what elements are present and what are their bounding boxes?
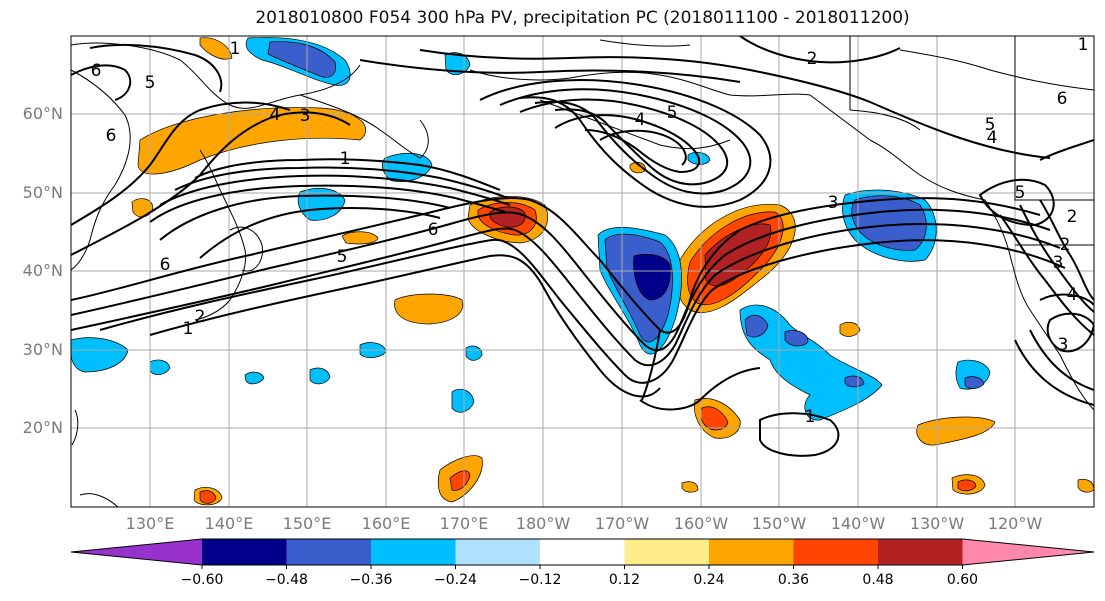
lon-label: 140°E bbox=[204, 514, 254, 533]
contour-label: 4 bbox=[987, 128, 998, 148]
lat-label: 30°N bbox=[22, 340, 63, 359]
precipitation-shading bbox=[71, 37, 1094, 506]
precip-shade-region bbox=[451, 388, 475, 413]
contour-label: 6 bbox=[428, 220, 439, 240]
contour-label: 6 bbox=[91, 61, 102, 81]
contour-labels: 1 2 3 4 5 6 1 2 3 4 5 6 1 2 3 4 5 6 1 2 … bbox=[91, 35, 1089, 427]
precip-shade-region bbox=[681, 481, 699, 493]
pv-contours bbox=[71, 36, 1094, 457]
lat-lon-grid bbox=[71, 36, 1094, 507]
precip-shade-region bbox=[964, 376, 985, 389]
lon-label: 150°W bbox=[751, 514, 807, 533]
contour-label: 1 bbox=[340, 149, 351, 169]
lon-label: 170°E bbox=[439, 514, 489, 533]
precip-shade-region bbox=[131, 198, 154, 218]
lon-label: 160°E bbox=[361, 514, 411, 533]
lon-label: 150°E bbox=[282, 514, 332, 533]
colorbar-segment bbox=[709, 539, 794, 565]
contour-label: 4 bbox=[635, 110, 646, 130]
colorbar-segment bbox=[202, 539, 287, 565]
lon-label: 180°W bbox=[515, 514, 571, 533]
lon-label: 130°W bbox=[909, 514, 965, 533]
lon-label: 120°W bbox=[987, 514, 1043, 533]
lon-label: 140°W bbox=[830, 514, 886, 533]
precip-shade-region bbox=[957, 479, 977, 492]
contour-label: 3 bbox=[1053, 253, 1064, 273]
colorbar-tick-label: 0.48 bbox=[862, 572, 894, 588]
contour-label: 2 bbox=[1067, 207, 1078, 227]
colorbar-segment bbox=[793, 539, 878, 565]
contour-label: 5 bbox=[145, 73, 156, 93]
map-title: 2018010800 F054 300 hPa PV, precipitatio… bbox=[255, 8, 910, 28]
precip-shade-region bbox=[744, 314, 769, 338]
lat-label: 50°N bbox=[22, 183, 63, 202]
precip-shade-region bbox=[489, 206, 526, 228]
colorbar-tick-label: −0.24 bbox=[434, 572, 477, 588]
contour-label: 6 bbox=[160, 255, 171, 275]
lon-label: 170°W bbox=[594, 514, 650, 533]
colorbar-tick-label: 0.60 bbox=[946, 572, 979, 588]
contour-label: 1 bbox=[805, 407, 816, 427]
precip-shade-region bbox=[244, 371, 265, 385]
precip-shade-region bbox=[199, 490, 217, 504]
lon-label: 160°W bbox=[673, 514, 729, 533]
precip-shade-region bbox=[149, 359, 171, 375]
precip-shade-region bbox=[465, 345, 483, 361]
colorbar-tick-label: −0.48 bbox=[265, 572, 308, 588]
precip-shade-region bbox=[341, 231, 379, 245]
colorbar-tick-label: 0.24 bbox=[693, 572, 725, 588]
colorbar-tick-label: −0.36 bbox=[349, 572, 393, 588]
lat-label: 60°N bbox=[22, 104, 63, 123]
colorbar-segment bbox=[878, 539, 963, 565]
precip-shade-region bbox=[739, 304, 883, 421]
precip-shade-region bbox=[916, 416, 996, 446]
precip-shade-region bbox=[839, 321, 861, 337]
colorbar-segment bbox=[371, 539, 456, 565]
contour-label: 5 bbox=[337, 247, 348, 267]
lon-label: 130°E bbox=[125, 514, 175, 533]
contour-label: 3 bbox=[828, 193, 839, 213]
colorbar-extend-high bbox=[962, 539, 1094, 565]
contour-label: 5 bbox=[1015, 183, 1026, 203]
contour-label: 5 bbox=[985, 115, 996, 135]
precip-shade-region bbox=[71, 337, 129, 373]
colorbar-segment bbox=[624, 539, 709, 565]
colorbar-tick-label: −0.12 bbox=[518, 572, 562, 588]
coastlines bbox=[71, 36, 1094, 507]
contour-label: 2 bbox=[195, 307, 206, 327]
contour-label: 4 bbox=[270, 105, 281, 125]
contour-label: 6 bbox=[1057, 89, 1068, 109]
contour-label: 3 bbox=[300, 106, 311, 126]
contour-label: 1 bbox=[230, 39, 241, 59]
colorbar-segment bbox=[455, 539, 540, 565]
precip-shade-region bbox=[309, 367, 331, 385]
lat-label: 40°N bbox=[22, 261, 63, 280]
contour-label: 2 bbox=[807, 49, 818, 69]
precip-shade-region bbox=[199, 37, 233, 60]
map-frame bbox=[70, 35, 1095, 508]
precip-shade-region bbox=[844, 375, 865, 388]
contour-label: 5 bbox=[667, 103, 678, 123]
contour-label: 2 bbox=[1060, 235, 1071, 255]
precip-shade-region bbox=[267, 41, 336, 78]
contour-label: 6 bbox=[106, 126, 117, 146]
precip-shade-region bbox=[784, 330, 809, 347]
colorbar-tick-label: −0.60 bbox=[180, 572, 224, 588]
colorbar-extend-low bbox=[71, 539, 202, 565]
lat-label: 20°N bbox=[22, 418, 63, 437]
contour-label: 1 bbox=[183, 319, 194, 339]
colorbar-tick-label: 0.36 bbox=[777, 572, 810, 588]
precip-shade-region bbox=[137, 107, 366, 175]
contour-label: 4 bbox=[1067, 285, 1078, 305]
contour-label: 3 bbox=[1058, 335, 1069, 355]
colorbar-segment bbox=[286, 539, 371, 565]
colorbar-segment bbox=[540, 539, 625, 565]
colorbar-tick-label: 0.12 bbox=[608, 572, 641, 588]
precip-shade-region bbox=[394, 293, 464, 325]
precip-shade-region bbox=[633, 253, 671, 301]
precip-shade-region bbox=[449, 470, 471, 491]
colorbar bbox=[70, 538, 1095, 569]
contour-label: 1 bbox=[1078, 35, 1089, 55]
